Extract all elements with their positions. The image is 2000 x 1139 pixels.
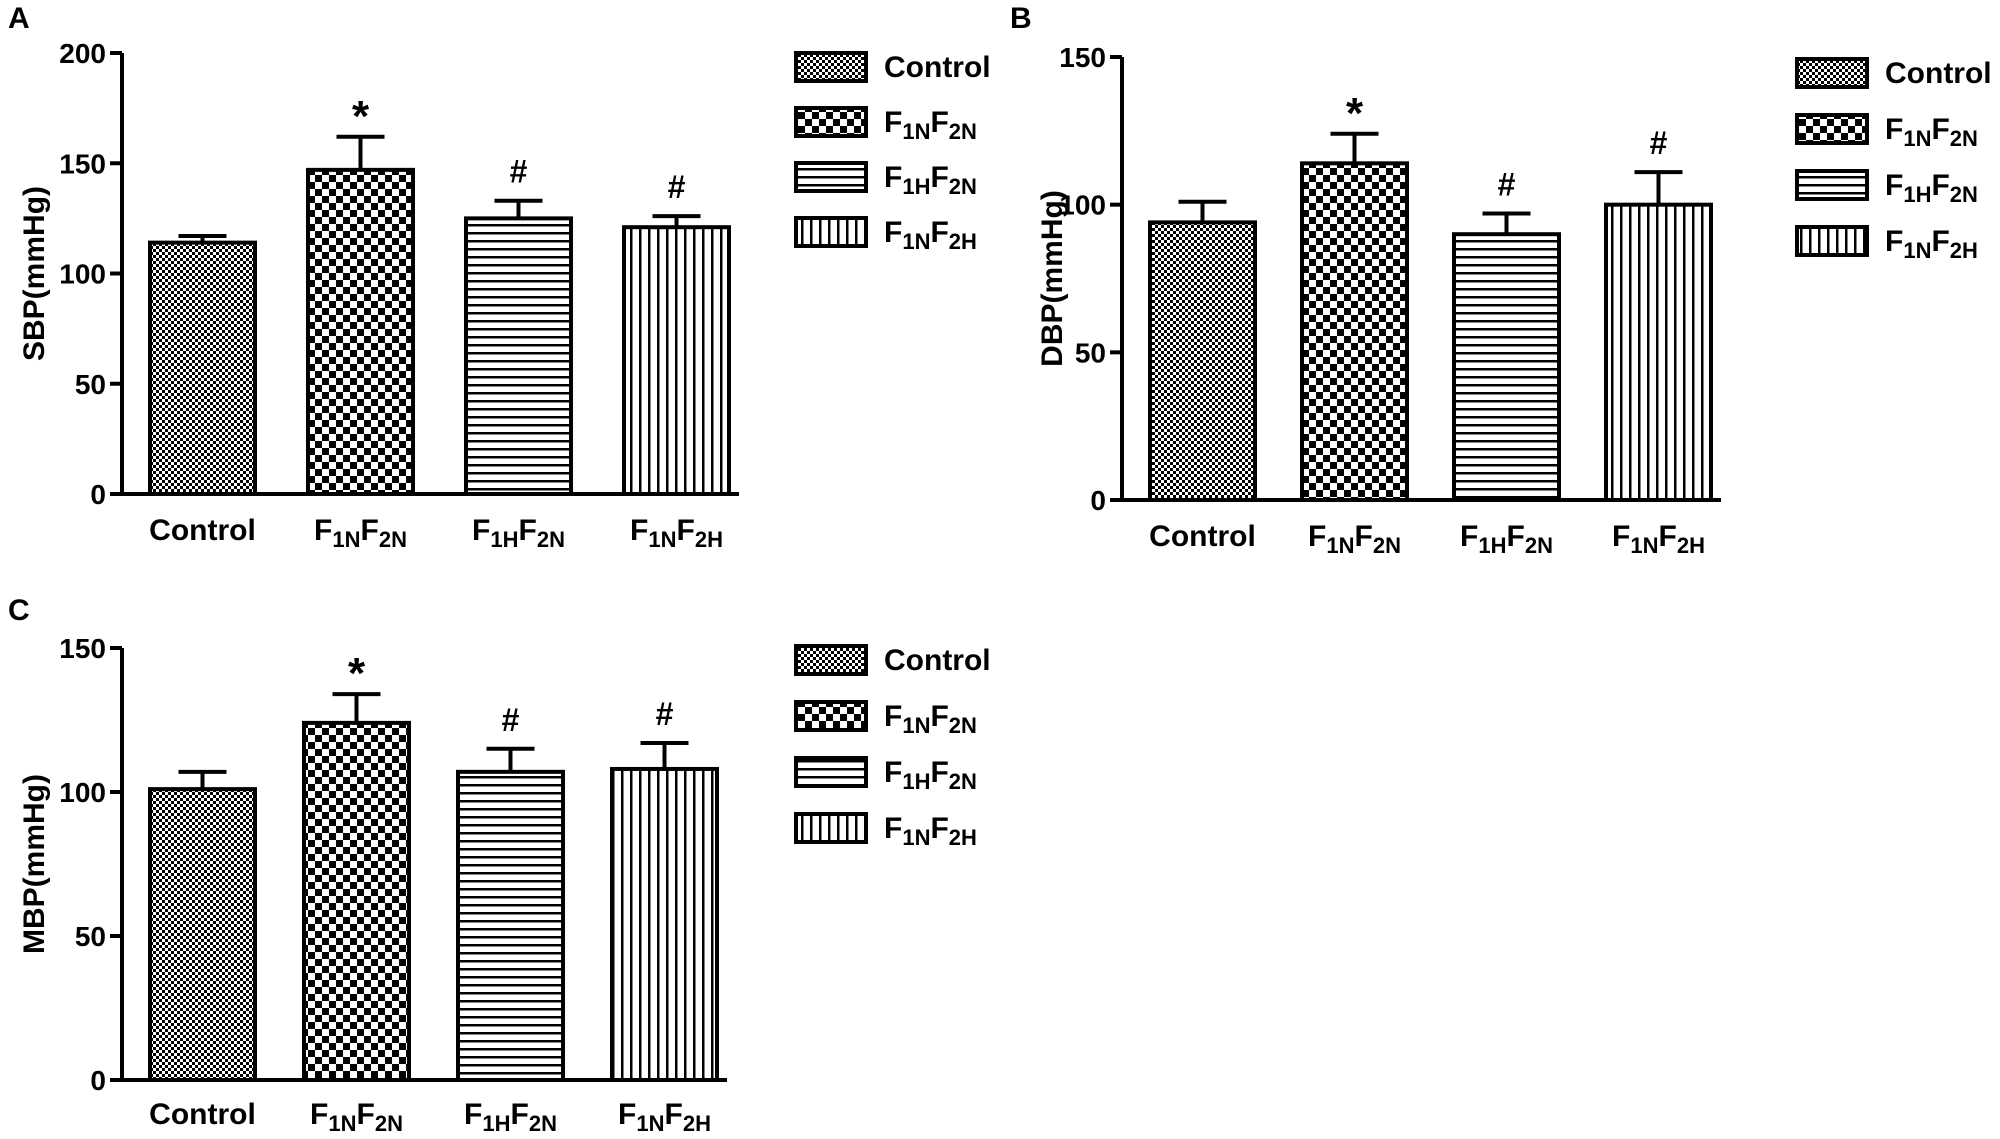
legend-label: F1HF2N [884,756,977,794]
legend-swatch [794,812,868,844]
legend-label: F1NF2N [884,700,977,738]
legend-label: F1NF2N [884,106,977,144]
bar [306,167,415,497]
significance-marker: # [502,702,520,738]
bar [464,216,573,496]
y-tick-label: 150 [59,633,106,664]
y-tick-label: 200 [59,38,106,69]
panel-c: C 0 50 100 150 MBP(mmHg) Control * F1NF2N # F1HF2N… [8,594,991,1136]
bar [148,240,257,496]
y-tick-label: 50 [1075,337,1106,368]
legend-label: F1NF2H [884,812,977,850]
significance-marker: # [510,154,528,190]
legend-label: Control [884,644,991,677]
legend-label: F1NF2N [1885,113,1978,151]
legend-swatch [794,756,868,788]
y-tick-label: 100 [1059,190,1106,221]
x-tick-label: F1NF2H [630,514,723,552]
significance-marker: # [668,169,686,205]
y-tick-label: 100 [59,777,106,808]
x-tick-label: F1NF2N [1308,520,1401,558]
y-tick-label: 0 [90,479,106,510]
legend-label: F1NF2H [884,216,977,254]
bar [456,769,565,1083]
legend-label: F1HF2N [884,161,977,199]
legend-swatch [794,700,868,732]
panel-b: B 0 50 100 150 DBP(mmHg) Control * F1NF2N # F1HF2N… [1010,2,1992,558]
y-axis-label: SBP(mmHg) [18,186,51,361]
panel-label: A [8,2,30,35]
bar [1148,220,1257,503]
y-tick-label: 50 [75,369,106,400]
bar [148,787,257,1082]
significance-marker: * [1346,89,1364,138]
x-tick-label: F1HF2N [464,1098,557,1136]
legend-swatch [794,161,868,193]
y-tick-label: 150 [1059,42,1106,73]
legend-label: Control [1885,57,1992,90]
panel-label: B [1010,2,1032,35]
y-axis-label: MBP(mmHg) [18,774,51,954]
legend-swatch [794,216,868,248]
significance-marker: # [1650,125,1668,161]
bar [1300,161,1409,502]
x-tick-label: F1HF2N [1460,520,1553,558]
bar [610,766,719,1083]
legend-swatch [1795,225,1869,257]
legend-swatch [794,644,868,676]
x-tick-label: Control [1149,520,1256,553]
significance-marker: # [1498,167,1516,203]
y-axis-label: DBP(mmHg) [1036,190,1069,367]
legend-swatch [1795,113,1869,145]
x-tick-label: F1HF2N [472,514,565,552]
bar [622,225,731,496]
panel-a: A 0 50 100 150 200 SBP(mmHg) Control * F1NF2N # F1H… [8,2,991,552]
bar [1452,232,1561,502]
legend-label: F1HF2N [1885,169,1978,207]
y-tick-label: 150 [59,148,106,179]
significance-marker: # [656,696,674,732]
legend-label: Control [884,51,991,84]
x-tick-label: F1NF2N [314,514,407,552]
legend-label: F1NF2H [1885,225,1978,263]
legend-swatch [794,51,868,83]
x-tick-label: Control [149,1098,256,1131]
bar [302,720,411,1082]
y-tick-label: 0 [90,1065,106,1096]
x-tick-label: Control [149,514,256,547]
x-tick-label: F1NF2N [310,1098,403,1136]
significance-marker: * [348,649,366,698]
x-tick-label: F1NF2H [618,1098,711,1136]
significance-marker: * [352,92,370,141]
bar [1604,202,1713,503]
y-tick-label: 0 [1090,485,1106,516]
y-tick-label: 50 [75,921,106,952]
legend-swatch [1795,57,1869,89]
legend-swatch [1795,169,1869,201]
y-tick-label: 100 [59,259,106,290]
panel-label: C [8,594,30,627]
legend-swatch [794,106,868,138]
x-tick-label: F1NF2H [1612,520,1705,558]
